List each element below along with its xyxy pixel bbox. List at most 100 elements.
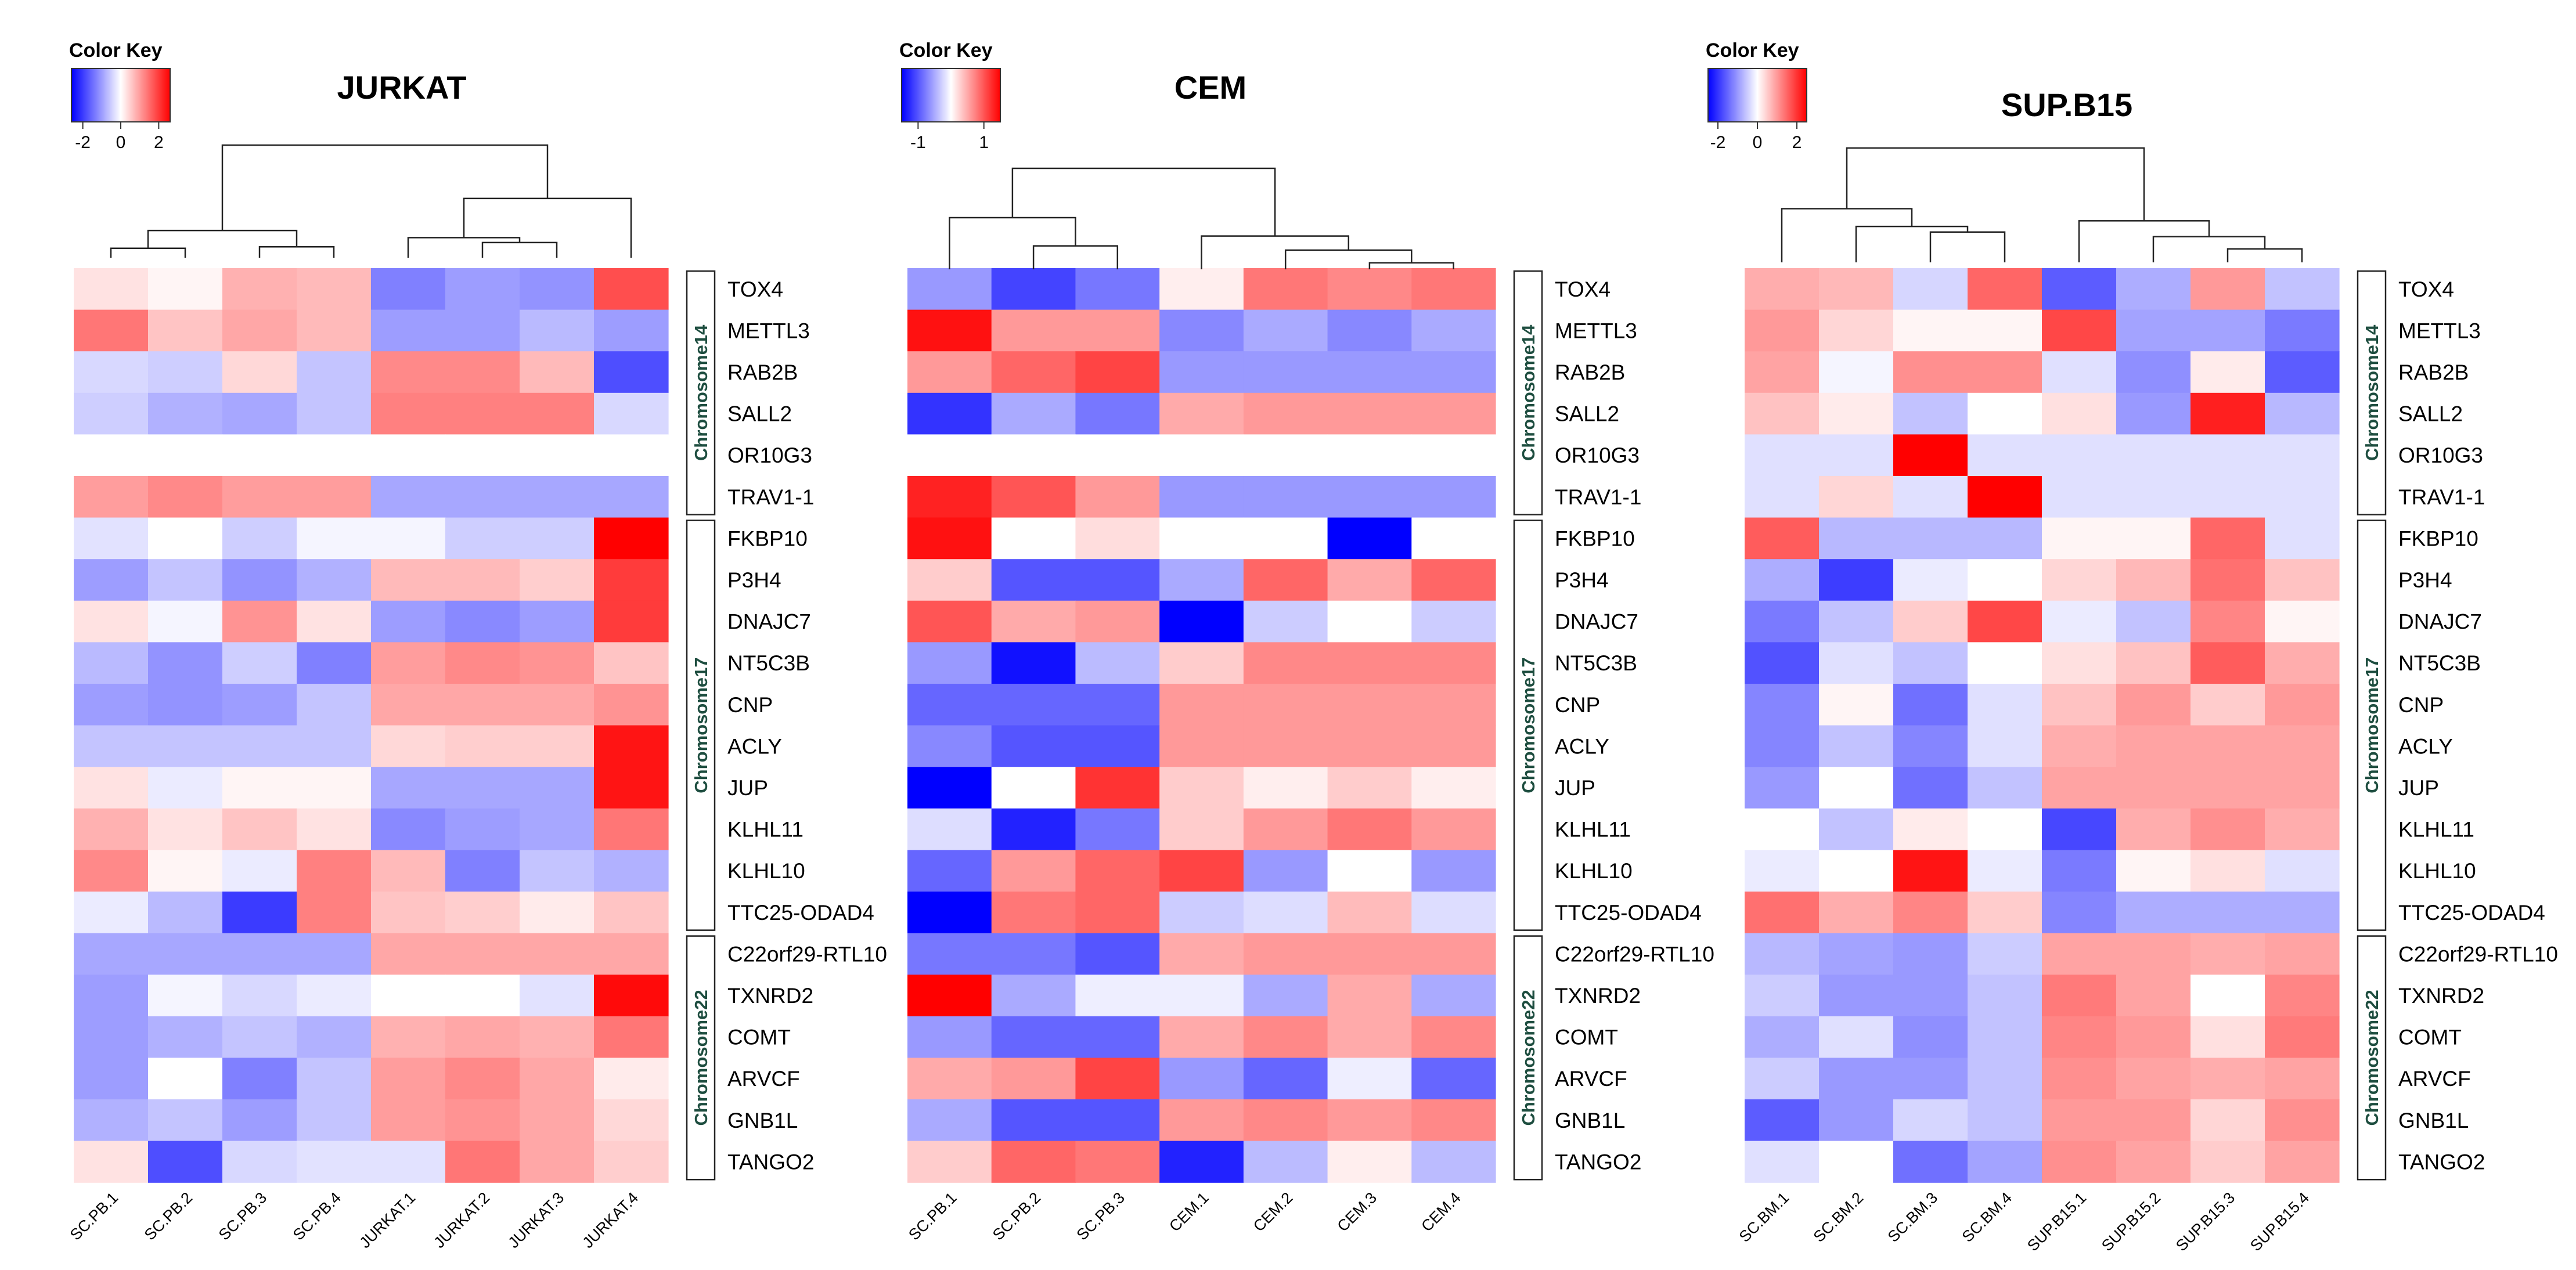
heatmap-cell [148, 1016, 223, 1058]
heatmap-cell [74, 1141, 149, 1183]
heatmap-cell [2116, 1058, 2191, 1100]
heatmap-cell [1745, 725, 1820, 767]
heatmap-cell [1893, 808, 1968, 850]
heatmap-cell [2265, 434, 2340, 477]
heatmap-cell [520, 850, 595, 892]
heatmap-cell [2265, 309, 2340, 352]
gene-label: TXNRD2 [2398, 984, 2484, 1008]
heatmap-cell [594, 476, 669, 518]
heatmap-cell [2190, 1016, 2265, 1058]
heatmap-cell [1745, 559, 1820, 601]
color-key-tick-label: -2 [75, 133, 91, 152]
heatmap-cell [297, 600, 372, 643]
heatmap-cell [1819, 517, 1894, 560]
heatmap-cell [991, 1058, 1076, 1100]
heatmap-cell [297, 808, 372, 850]
chromosome-label: Chromosome22 [691, 990, 711, 1125]
heatmap-cell [594, 1099, 669, 1142]
heatmap-cell [1159, 933, 1244, 975]
gene-label: P3H4 [2398, 568, 2452, 592]
heatmap-cell [1893, 1058, 1968, 1100]
heatmap-cell [2265, 1141, 2340, 1183]
heatmap-cell [148, 808, 223, 850]
gene-label: KLHL10 [1555, 859, 1633, 883]
heatmap-cell [148, 351, 223, 394]
heatmap-cell [520, 892, 595, 934]
gene-label: C22orf29-RTL10 [1555, 942, 1714, 966]
color-key-bar [71, 68, 171, 122]
heatmap-cell [1968, 476, 2042, 518]
heatmap-cell [594, 309, 669, 352]
heatmap-cell [2116, 642, 2191, 684]
heatmap-cell [222, 392, 297, 435]
heatmap-cell [1075, 1141, 1160, 1183]
gene-label: KLHL11 [2398, 818, 2474, 842]
heatmap-cell [1075, 975, 1160, 1017]
gene-label: TOX4 [1555, 277, 1611, 301]
heatmap-cell [1893, 268, 1968, 311]
heatmap-cell [1075, 434, 1160, 477]
heatmap-cell [1159, 684, 1244, 726]
gene-label: TOX4 [727, 277, 783, 301]
heatmap-cell [2190, 434, 2265, 477]
heatmap-cell [2265, 642, 2340, 684]
heatmap-cell [1327, 933, 1412, 975]
heatmap-cell [1159, 476, 1244, 518]
heatmap-cell [1411, 309, 1496, 352]
heatmap-cell [1159, 808, 1244, 850]
heatmap-cell [1327, 642, 1412, 684]
heatmap-cell [2042, 725, 2117, 767]
heatmap-cell [907, 1058, 992, 1100]
heatmap-cell [148, 1099, 223, 1142]
heatmap-cell [907, 1016, 992, 1058]
heatmap-cell [1893, 476, 1968, 518]
heatmap-cell [371, 1141, 446, 1183]
heatmap-cell [907, 600, 992, 643]
heatmap-cell [1411, 684, 1496, 726]
heatmap-cell [2116, 684, 2191, 726]
heatmap-cell [222, 434, 297, 477]
heatmap-cell [297, 1058, 372, 1100]
heatmap-cell [594, 559, 669, 601]
heatmap-cell [1411, 517, 1496, 560]
heatmap-cell [991, 933, 1076, 975]
heatmap-cell [594, 725, 669, 767]
heatmap-cell [2265, 975, 2340, 1017]
gene-label: RAB2B [727, 360, 798, 384]
heatmap-cell [1243, 767, 1328, 809]
heatmap-cell [2265, 767, 2340, 809]
heatmap-cell [297, 476, 372, 518]
heatmap-cell [1243, 1058, 1328, 1100]
gene-label: NT5C3B [727, 651, 810, 675]
gene-label: GNB1L [1555, 1109, 1625, 1132]
color-key-tick-label: 2 [154, 133, 164, 152]
heatmap-cell [2042, 476, 2117, 518]
heatmap-cell [74, 600, 149, 643]
color-key-tick-label: 0 [116, 133, 126, 152]
heatmap-cell [148, 600, 223, 643]
heatmap-cell [520, 309, 595, 352]
heatmap-cell [2190, 517, 2265, 560]
heatmap-cell [520, 392, 595, 435]
heatmap-cell [297, 309, 372, 352]
heatmap-cell [371, 767, 446, 809]
heatmap-cell [297, 1016, 372, 1058]
heatmap-cell [2116, 268, 2191, 311]
heatmap-cell [594, 933, 669, 975]
heatmap-cell [1243, 850, 1328, 892]
heatmap-cell [1327, 808, 1412, 850]
heatmap-cell [371, 684, 446, 726]
heatmap-cell [371, 268, 446, 311]
heatmap-cell [1327, 351, 1412, 394]
heatmap-cell [74, 767, 149, 809]
gene-label: C22orf29-RTL10 [727, 942, 887, 966]
heatmap-cell [2265, 476, 2340, 518]
gene-label: SALL2 [2398, 402, 2463, 426]
heatmap-cell [74, 975, 149, 1017]
heatmap-cell [445, 476, 520, 518]
heatmap-cell [222, 850, 297, 892]
heatmap-cell [1893, 1016, 1968, 1058]
heatmap-cell [371, 476, 446, 518]
